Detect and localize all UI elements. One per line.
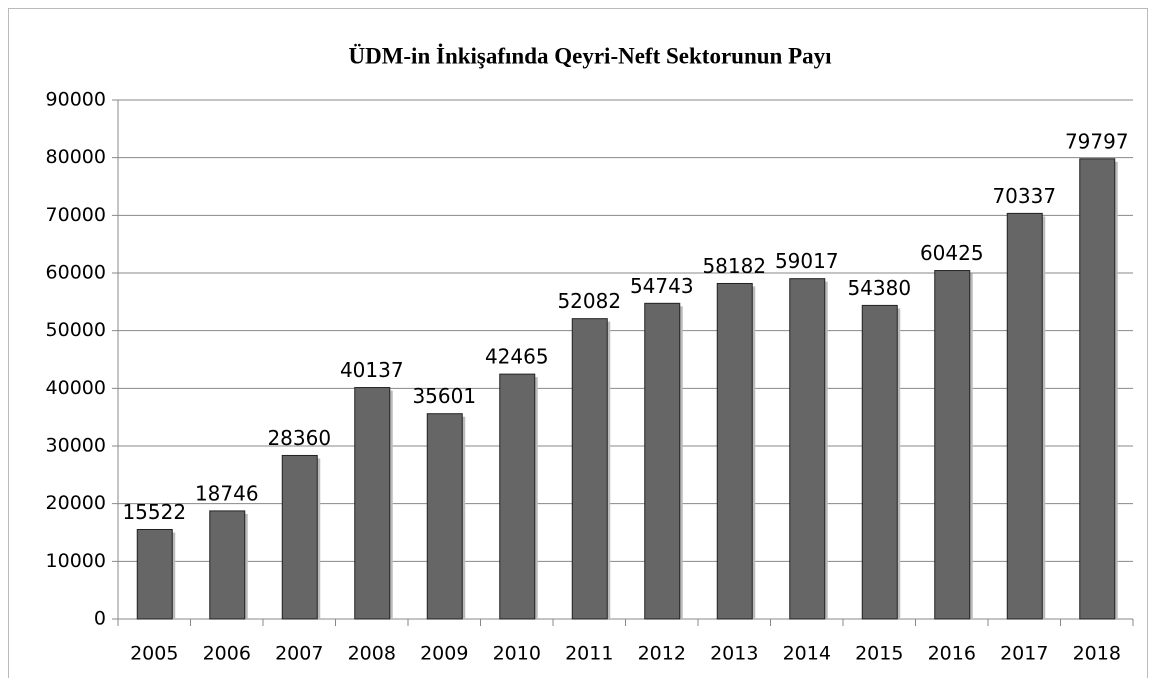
y-tick-label: 0 <box>94 608 106 630</box>
x-tick-label: 2007 <box>275 643 323 665</box>
bar <box>209 510 246 620</box>
x-tick-label: 2016 <box>928 643 976 665</box>
y-tick-label: 30000 <box>46 435 106 457</box>
x-tick-label: 2005 <box>130 643 178 665</box>
y-tick-label: 70000 <box>46 204 106 226</box>
value-label: 15522 <box>122 500 186 524</box>
value-label: 42465 <box>485 345 549 369</box>
x-tick-label: 2011 <box>565 643 613 665</box>
y-tick-label: 20000 <box>46 492 106 514</box>
bar <box>1079 158 1116 620</box>
bar <box>789 278 826 620</box>
value-label: 60425 <box>920 241 984 265</box>
value-label: 40137 <box>340 358 404 382</box>
bar <box>644 302 681 620</box>
bar <box>499 373 536 620</box>
x-tick-label: 2010 <box>493 643 541 665</box>
x-tick-label: 2008 <box>348 643 396 665</box>
y-tick-label: 80000 <box>46 146 106 168</box>
y-tick-label: 50000 <box>46 319 106 341</box>
x-tick-label: 2009 <box>420 643 468 665</box>
y-tick-label: 40000 <box>46 377 106 399</box>
y-tick-label: 90000 <box>46 89 106 111</box>
value-label: 54380 <box>847 276 911 300</box>
bar <box>136 528 173 620</box>
bar <box>281 454 318 620</box>
value-label: 70337 <box>992 184 1056 208</box>
value-label: 18746 <box>195 481 259 505</box>
value-label: 28360 <box>267 426 331 450</box>
x-tick-label: 2012 <box>638 643 686 665</box>
bar <box>571 318 608 620</box>
x-tick-label: 2006 <box>203 643 251 665</box>
bar <box>426 413 463 620</box>
bar <box>354 387 391 620</box>
chart-title: ÜDM-in İnkişafında Qeyri-Neft Sektorunun… <box>348 43 832 68</box>
bar <box>1006 212 1043 620</box>
bar <box>934 270 971 620</box>
value-label: 79797 <box>1065 129 1129 153</box>
x-tick-label: 2018 <box>1073 643 1121 665</box>
y-tick-label: 60000 <box>46 262 106 284</box>
x-tick-label: 2015 <box>855 643 903 665</box>
value-label: 52082 <box>557 289 621 313</box>
x-tick-label: 2013 <box>710 643 758 665</box>
bar <box>716 282 753 620</box>
y-tick-label: 10000 <box>46 550 106 572</box>
value-label: 35601 <box>412 384 476 408</box>
bar <box>861 304 898 620</box>
value-label: 59017 <box>775 249 839 273</box>
value-label: 54743 <box>630 274 694 298</box>
x-tick-label: 2014 <box>783 643 831 665</box>
x-tick-label: 2017 <box>1000 643 1048 665</box>
chart-frame <box>8 8 1148 678</box>
value-label: 58182 <box>702 254 766 278</box>
